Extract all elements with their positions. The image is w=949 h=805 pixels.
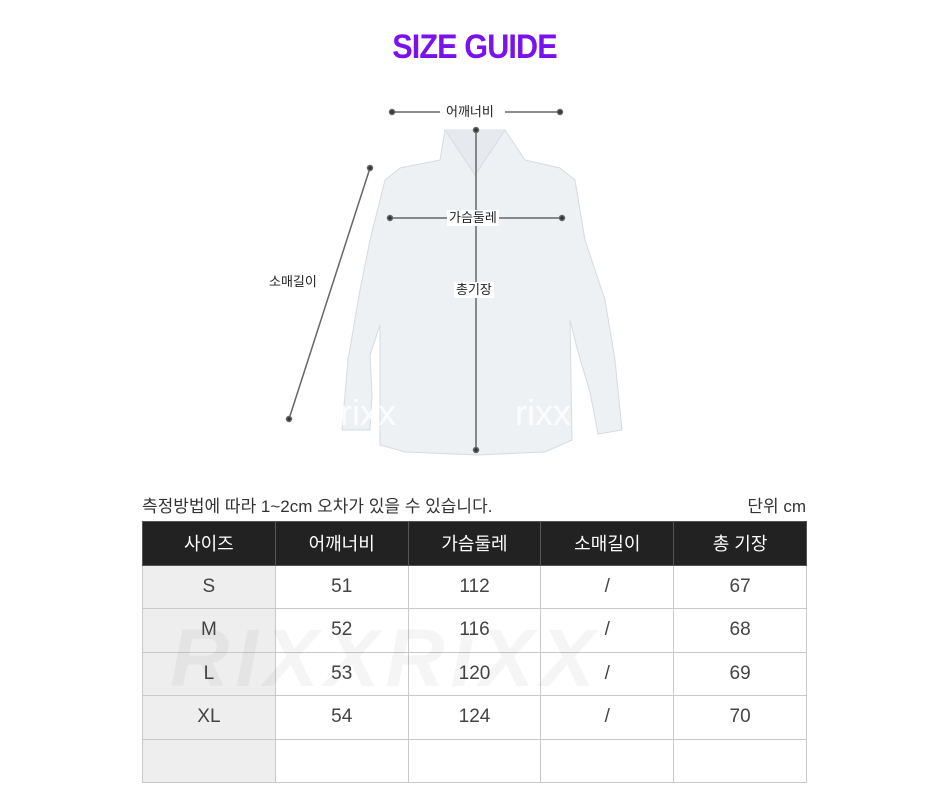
shoulder-endpoint	[388, 108, 396, 116]
watermark-text: rixx	[515, 392, 571, 433]
table-cell: 69	[673, 651, 807, 696]
table-body: S 51 112/67 M 52 116/68 L 53 120/69 XL 54 124/70	[142, 564, 807, 783]
table-cell: 54	[274, 695, 409, 740]
measurement-note: 측정방법에 따라 1~2cm 오차가 있을 수 있습니다.	[142, 497, 493, 516]
length-endpoint	[472, 446, 480, 454]
table-cell: /	[540, 608, 675, 653]
table-row: M 52 116/68	[142, 608, 807, 653]
table-cell: L	[142, 651, 276, 696]
table-cell: 68	[673, 608, 807, 653]
size-table: 사이즈 어깨너비 가슴둘레 소매길이 총 기장 S 51 112/67 M 52 116/…	[142, 521, 807, 783]
table-cell: /	[540, 695, 675, 740]
sleeve-line	[288, 167, 371, 420]
table-cell: 70	[673, 695, 807, 740]
header-chest: 가슴둘레	[407, 521, 542, 566]
shoulder-label: 어깨너비	[444, 104, 496, 120]
table-cell	[540, 738, 675, 783]
table-cell: 120	[407, 651, 542, 696]
table-header-row: 사이즈 어깨너비 가슴둘레 소매길이 총 기장	[142, 521, 807, 566]
table-cell: M	[142, 608, 276, 653]
table-row: L 53 120/69	[142, 651, 807, 696]
header-shoulder: 어깨너비	[274, 521, 409, 566]
table-cell: /	[540, 564, 675, 609]
table-cell	[142, 738, 276, 783]
table-cell: 53	[274, 651, 409, 696]
unit-label: 단위 cm	[747, 497, 806, 516]
table-cell: 52	[274, 608, 409, 653]
shoulder-endpoint	[556, 108, 564, 116]
chest-endpoint	[386, 214, 394, 222]
chest-label: 가슴둘레	[447, 210, 499, 226]
table-cell: 124	[407, 695, 542, 740]
header-sleeve: 소매길이	[540, 521, 675, 566]
sleeve-endpoint	[285, 415, 293, 423]
header-size: 사이즈	[142, 521, 276, 566]
table-cell: 112	[407, 564, 542, 609]
table-cell: 116	[407, 608, 542, 653]
shirt-illustration: rixx rixx	[285, 108, 623, 456]
length-label: 총기장	[454, 282, 494, 298]
table-cell: /	[540, 651, 675, 696]
table-cell: S	[142, 564, 276, 609]
sleeve-label: 소매길이	[267, 274, 319, 290]
table-cell	[407, 738, 542, 783]
watermark-text: rixx	[340, 392, 396, 433]
chest-endpoint	[558, 214, 566, 222]
table-cell: 51	[274, 564, 409, 609]
table-row: XL 54 124/70	[142, 695, 807, 740]
sleeve-endpoint	[366, 164, 374, 172]
page-title: SIZE GUIDE	[392, 28, 557, 66]
table-cell: 67	[673, 564, 807, 609]
header-length: 총 기장	[673, 521, 807, 566]
length-endpoint	[472, 126, 480, 134]
table-cell: XL	[142, 695, 276, 740]
table-cell	[673, 738, 807, 783]
table-cell	[274, 738, 409, 783]
table-row	[142, 738, 807, 783]
table-row: S 51 112/67	[142, 564, 807, 609]
